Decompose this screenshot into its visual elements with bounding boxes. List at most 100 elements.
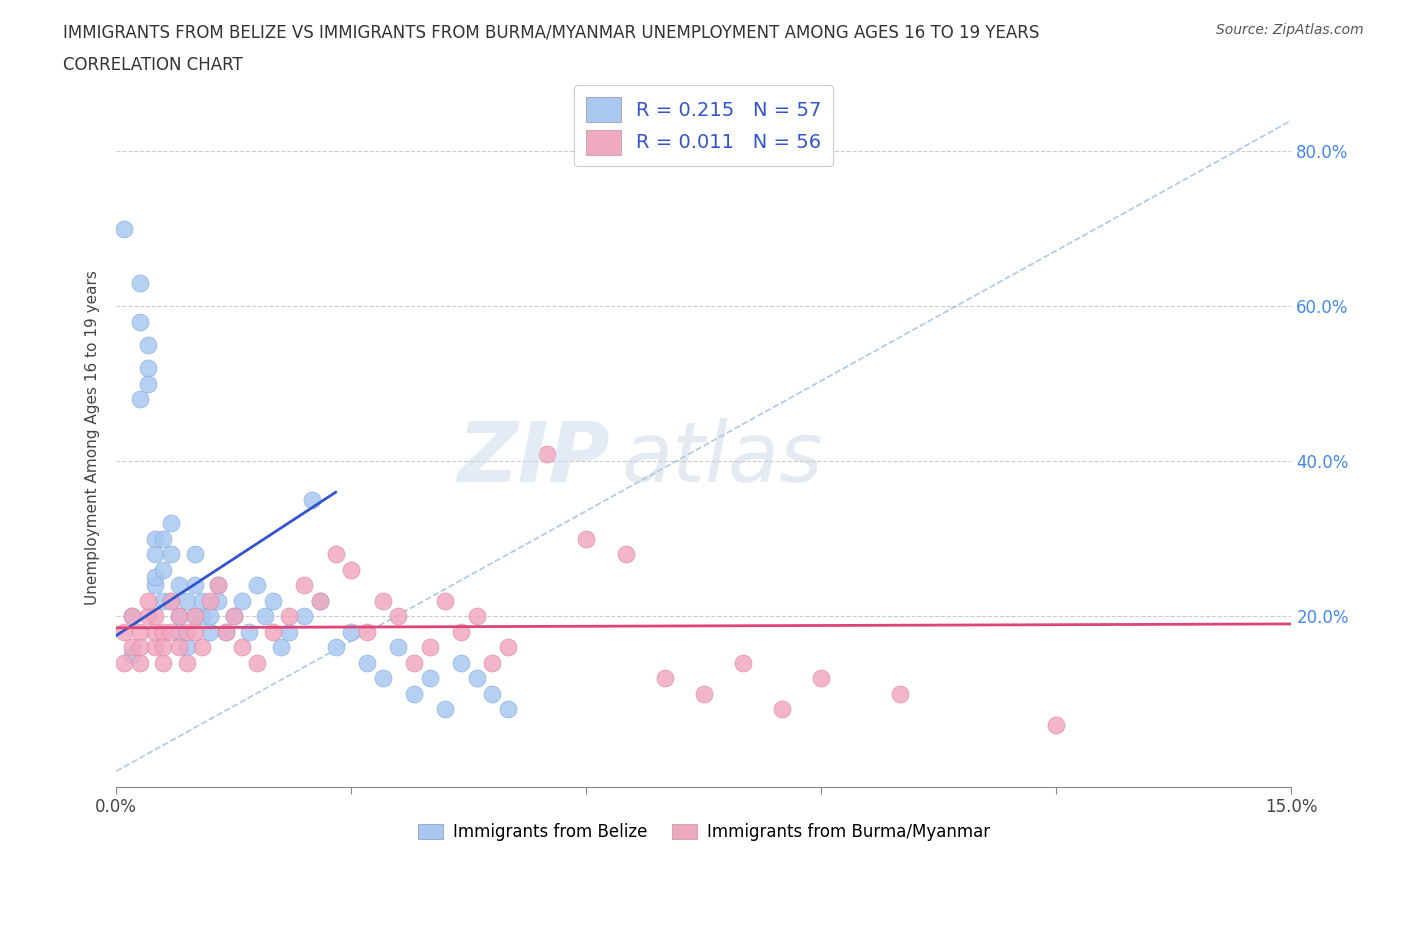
Point (152, 640, 174, 655)
Point (262, 593, 284, 608)
Point (152, 656, 174, 671)
Point (465, 671, 488, 685)
Point (145, 624, 167, 639)
Point (222, 609, 245, 624)
Point (136, 609, 159, 624)
Point (231, 640, 253, 655)
Point (191, 609, 214, 624)
Point (1045, 717, 1067, 732)
Point (200, 593, 222, 608)
Point (152, 531, 174, 546)
Point (145, 570, 167, 585)
Point (402, 686, 425, 701)
Point (191, 593, 214, 608)
Point (340, 624, 363, 639)
Point (246, 578, 269, 592)
Point (128, 275, 150, 290)
Point (121, 647, 143, 662)
Point (160, 593, 183, 608)
Point (167, 609, 190, 624)
Point (176, 624, 198, 639)
Point (167, 609, 190, 624)
Point (270, 640, 292, 655)
Point (301, 493, 323, 508)
Point (183, 609, 205, 624)
Point (770, 702, 793, 717)
Point (191, 640, 214, 655)
Text: Source: ZipAtlas.com: Source: ZipAtlas.com (1216, 23, 1364, 37)
Point (112, 624, 135, 639)
Point (183, 547, 205, 562)
Point (654, 671, 676, 685)
Point (128, 656, 150, 671)
Point (183, 578, 205, 592)
Point (215, 624, 238, 639)
Point (167, 578, 190, 592)
Point (128, 640, 150, 655)
Point (152, 624, 174, 639)
Point (309, 593, 332, 608)
Point (356, 624, 378, 639)
Point (231, 593, 253, 608)
Point (167, 640, 190, 655)
Point (481, 686, 503, 701)
Point (136, 377, 159, 392)
Point (200, 624, 222, 639)
Point (128, 392, 150, 406)
Point (207, 578, 229, 592)
Point (356, 656, 378, 671)
Point (152, 593, 174, 608)
Point (309, 593, 332, 608)
Point (325, 547, 347, 562)
Point (167, 624, 190, 639)
Point (889, 686, 911, 701)
Point (262, 624, 284, 639)
Point (160, 547, 183, 562)
Point (200, 609, 222, 624)
Point (575, 531, 598, 546)
Point (152, 563, 174, 578)
Point (387, 609, 409, 624)
Point (434, 702, 457, 717)
Point (434, 593, 457, 608)
Point (160, 516, 183, 531)
Point (128, 314, 150, 329)
Point (246, 656, 269, 671)
Point (145, 640, 167, 655)
Y-axis label: Unemployment Among Ages 16 to 19 years: Unemployment Among Ages 16 to 19 years (86, 271, 100, 605)
Point (536, 446, 558, 461)
Text: IMMIGRANTS FROM BELIZE VS IMMIGRANTS FROM BURMA/MYANMAR UNEMPLOYMENT AMONG AGES : IMMIGRANTS FROM BELIZE VS IMMIGRANTS FRO… (63, 23, 1039, 41)
Point (292, 578, 315, 592)
Point (496, 702, 519, 717)
Point (402, 656, 425, 671)
Point (238, 624, 260, 639)
Point (145, 547, 167, 562)
Point (176, 640, 198, 655)
Point (183, 624, 205, 639)
Point (121, 609, 143, 624)
Point (450, 624, 472, 639)
Point (145, 578, 167, 592)
Point (145, 531, 167, 546)
Point (121, 640, 143, 655)
Point (128, 624, 150, 639)
Point (465, 609, 488, 624)
Point (222, 609, 245, 624)
Point (693, 686, 716, 701)
Point (136, 361, 159, 376)
Point (183, 609, 205, 624)
Point (136, 593, 159, 608)
Point (371, 671, 394, 685)
Point (292, 609, 315, 624)
Point (419, 671, 441, 685)
Point (277, 609, 299, 624)
Point (340, 563, 363, 578)
Point (160, 593, 183, 608)
Point (371, 593, 394, 608)
Point (121, 609, 143, 624)
Point (176, 593, 198, 608)
Point (160, 624, 183, 639)
Point (176, 656, 198, 671)
Point (207, 593, 229, 608)
Point (419, 640, 441, 655)
